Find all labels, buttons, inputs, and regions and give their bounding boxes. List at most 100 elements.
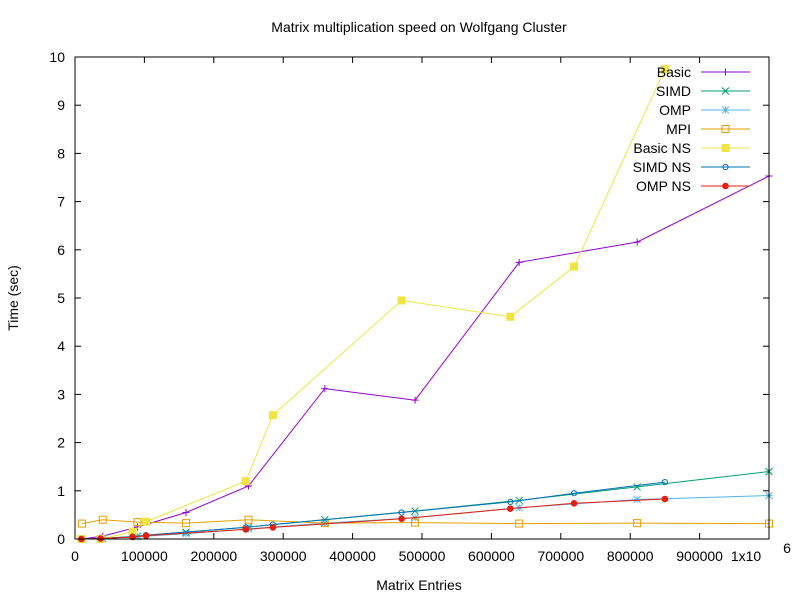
data-point (507, 498, 514, 505)
data-point (507, 505, 514, 512)
data-point (661, 479, 669, 486)
series-line-basic-ns (81, 68, 666, 540)
y-tick-label: 6 (57, 242, 65, 258)
x-tick-label: 1x10 (731, 548, 762, 564)
chart-title: Matrix multiplication speed on Wolfgang … (271, 19, 567, 35)
legend-label: SIMD NS (633, 159, 691, 175)
data-point (661, 495, 669, 503)
data-point (142, 532, 150, 539)
legend-label: Basic NS (633, 140, 691, 156)
x-tick-label: 700000 (537, 548, 584, 564)
y-tick-label: 5 (57, 290, 65, 306)
data-point (515, 519, 524, 528)
y-tick-label: 9 (57, 97, 65, 113)
ticks-layer: 0 1 2 3 4 5 6 7 8 9 10 0 100000 200000 300000 400000 500… (49, 49, 791, 564)
legend: Basic SIMD OMP MPI Basic NS SIMD NS OMP NS (633, 64, 750, 194)
data-point (244, 515, 253, 524)
data-point (722, 163, 729, 171)
data-point (722, 68, 729, 76)
data-point (241, 477, 250, 486)
data-point (721, 125, 730, 133)
legend-label: Basic (657, 64, 691, 80)
data-point (570, 262, 579, 271)
data-point (633, 495, 641, 504)
data-point (721, 87, 730, 95)
y-tick-label: 0 (57, 531, 65, 547)
data-point (722, 182, 729, 190)
series-mpi (77, 515, 773, 528)
series-omp (78, 491, 773, 543)
series-line-simd (81, 471, 770, 540)
data-point (506, 312, 515, 321)
data-point (633, 483, 641, 491)
data-point (268, 411, 277, 420)
y-axis-title: Time (sec) (5, 265, 21, 331)
y-tick-label: 1 (57, 483, 65, 499)
data-point (182, 529, 190, 538)
data-point (321, 385, 329, 393)
legend-item-simd-ns: SIMD NS (633, 159, 750, 175)
data-point (133, 518, 142, 527)
x-tick-label: 400000 (329, 548, 376, 564)
data-point (660, 65, 669, 74)
y-tick-label: 8 (57, 145, 65, 161)
x-tick-exponent: 6 (783, 540, 791, 556)
series-line-basic (81, 175, 770, 540)
series-basic (78, 172, 773, 543)
data-point (515, 258, 523, 266)
x-axis-title: Matrix Entries (376, 577, 462, 593)
data-point (182, 519, 191, 528)
series-basic-ns (77, 65, 669, 543)
data-point (242, 526, 250, 533)
x-tick-label: 0 (71, 548, 79, 564)
legend-item-basic: Basic (657, 64, 750, 80)
legend-item-basic-ns: Basic NS (633, 140, 750, 156)
legend-label: SIMD (656, 83, 691, 99)
x-tick-label: 900000 (676, 548, 723, 564)
legend-label: MPI (666, 121, 691, 137)
data-point (77, 519, 86, 528)
series-simd-ns (78, 479, 669, 543)
data-point (142, 517, 151, 526)
data-point (397, 296, 406, 305)
data-point (269, 524, 277, 531)
data-point (398, 515, 405, 523)
y-tick-label: 7 (57, 194, 65, 210)
data-point (721, 144, 730, 152)
data-point (570, 500, 578, 507)
data-point (182, 508, 190, 516)
legend-item-simd: SIMD (656, 83, 750, 99)
x-tick-label: 600000 (468, 548, 515, 564)
plot-frame (74, 56, 770, 540)
legend-item-omp: OMP (659, 102, 750, 118)
x-tick-label: 500000 (399, 548, 446, 564)
y-tick-label: 3 (57, 386, 65, 402)
series-omp-ns (78, 495, 669, 543)
y-tick-label: 4 (57, 338, 65, 354)
y-tick-label: 10 (49, 49, 65, 65)
x-tick-label: 300000 (260, 548, 307, 564)
series-line-simd-ns (81, 481, 665, 540)
data-point (633, 238, 641, 246)
data-point (398, 509, 405, 516)
legend-label: OMP NS (636, 178, 691, 194)
x-tick-label: 800000 (607, 548, 654, 564)
series-line-omp-ns (81, 498, 665, 540)
series-simd (78, 467, 773, 543)
series-line-mpi (81, 519, 770, 525)
legend-item-omp-ns: OMP NS (636, 178, 750, 194)
data-point (411, 518, 420, 527)
data-point (721, 106, 730, 114)
data-point (129, 533, 136, 541)
x-tick-label: 200000 (190, 548, 237, 564)
y-tick-label: 2 (57, 435, 65, 451)
data-point (633, 519, 642, 528)
data-point (570, 490, 578, 497)
legend-label: OMP (659, 102, 691, 118)
series-layer (77, 65, 773, 543)
data-point (411, 396, 419, 404)
legend-item-mpi: MPI (666, 121, 750, 137)
data-point (98, 515, 107, 524)
x-tick-label: 100000 (121, 548, 168, 564)
